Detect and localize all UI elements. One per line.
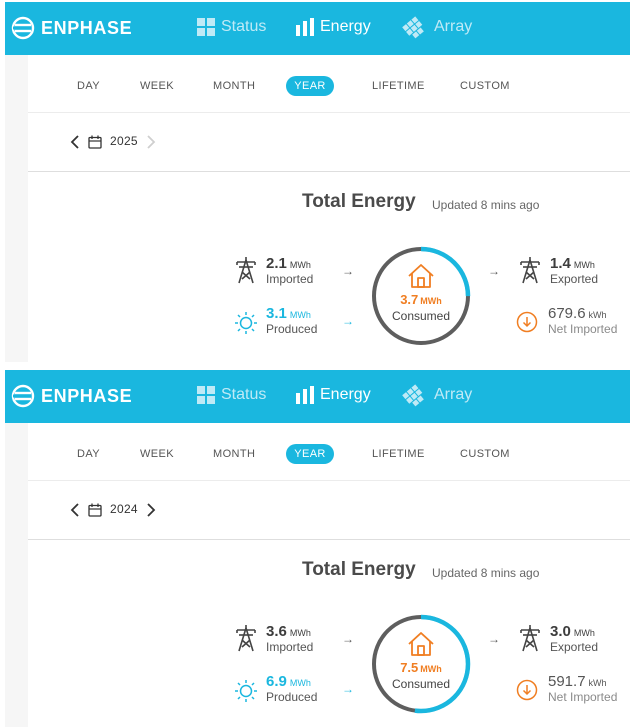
calendar-icon[interactable] — [88, 135, 102, 149]
tab-custom[interactable]: CUSTOM — [460, 448, 510, 460]
net-import-arrow-icon — [516, 311, 538, 333]
nav-status-label: Status — [221, 386, 267, 403]
exported-label: Exported — [550, 640, 599, 654]
nav-energy-label: Energy — [320, 18, 371, 35]
arrow-right-icon: → — [342, 632, 354, 646]
enphase-logo-icon — [11, 16, 35, 40]
tab-lifetime[interactable]: LIFETIME — [372, 448, 425, 460]
chevron-left-icon[interactable] — [68, 502, 82, 518]
imported-value: 3.6 MWh — [266, 623, 311, 640]
tab-year[interactable]: YEAR — [286, 444, 334, 464]
grid-tower-export-icon — [520, 257, 540, 284]
nav-energy[interactable]: Energy — [296, 15, 371, 39]
period-tabs: DAY WEEK MONTH YEAR LIFETIME CUSTOM — [28, 423, 630, 481]
sun-icon — [235, 680, 257, 702]
energy-panel-2025: ENPHASE Status Energy — [0, 0, 637, 362]
nav-array-label: Array — [434, 18, 473, 35]
consumed-value: 3.7 MWh — [400, 292, 442, 307]
sun-icon — [235, 312, 257, 334]
period-tabs: DAY WEEK MONTH YEAR LIFETIME CUSTOM — [28, 55, 630, 113]
tab-year[interactable]: YEAR — [286, 76, 334, 96]
net-imported-label: Net Imported — [548, 322, 618, 336]
chevron-right-icon[interactable] — [144, 134, 158, 150]
exported-label: Exported — [550, 272, 599, 286]
arrow-right-icon: → — [342, 264, 354, 278]
updated-timestamp: Updated 8 mins ago — [432, 566, 540, 580]
nav-array-label: Array — [434, 386, 473, 403]
imported-value: 2.1 MWh — [266, 255, 311, 272]
tab-day[interactable]: DAY — [77, 448, 101, 460]
tab-week[interactable]: WEEK — [140, 80, 174, 92]
date-navigator: 2024 — [28, 481, 630, 540]
grid-icon — [197, 18, 215, 36]
exported-value: 1.4 MWh — [550, 255, 595, 272]
nav-energy-label: Energy — [320, 386, 371, 403]
grid-tower-icon — [236, 257, 256, 284]
bar-chart-icon — [296, 386, 314, 404]
exported-value: 3.0 MWh — [550, 623, 595, 640]
nav-status-label: Status — [221, 18, 267, 35]
enphase-logo-icon — [11, 384, 35, 408]
tab-lifetime[interactable]: LIFETIME — [372, 80, 425, 92]
consumption-ring — [371, 614, 471, 714]
nav-energy[interactable]: Energy — [296, 383, 371, 407]
enphase-logo[interactable]: ENPHASE — [11, 16, 132, 40]
date-navigator: 2025 — [28, 113, 630, 172]
energy-panel-2024: ENPHASE Status Energy — [0, 368, 637, 727]
calendar-icon[interactable] — [88, 503, 102, 517]
solar-array-icon — [402, 16, 424, 39]
arrow-right-blue-icon: → — [342, 314, 354, 328]
tab-month[interactable]: MONTH — [213, 80, 256, 92]
house-icon — [408, 632, 434, 656]
enphase-logo[interactable]: ENPHASE — [11, 384, 132, 408]
net-imported-value: 591.7 kWh — [548, 673, 607, 690]
nav-status[interactable]: Status — [197, 383, 266, 407]
arrow-right-export-icon: → — [488, 632, 500, 646]
tab-week[interactable]: WEEK — [140, 448, 174, 460]
grid-icon — [197, 386, 215, 404]
selected-year: 2024 — [110, 502, 138, 516]
net-imported-label: Net Imported — [548, 690, 618, 704]
consumed-label: Consumed — [391, 309, 451, 323]
grid-tower-icon — [236, 625, 256, 652]
produced-value: 6.9 MWh — [266, 673, 311, 690]
nav-status[interactable]: Status — [197, 15, 266, 39]
nav-array[interactable]: Array — [402, 383, 472, 407]
net-import-arrow-icon — [516, 679, 538, 701]
consumed-value: 7.5 MWh — [400, 660, 442, 675]
brand-name: ENPHASE — [41, 17, 133, 38]
tab-day[interactable]: DAY — [77, 80, 101, 92]
net-imported-value: 679.6 kWh — [548, 305, 607, 322]
selected-year: 2025 — [110, 134, 138, 148]
solar-array-icon — [402, 384, 424, 407]
imported-label: Imported — [266, 272, 314, 286]
top-header: ENPHASE Status Energy — [5, 2, 630, 55]
arrow-right-blue-icon: → — [342, 682, 354, 696]
nav-array[interactable]: Array — [402, 15, 472, 39]
left-edge-strip — [5, 423, 28, 727]
total-energy-title: Total Energy — [302, 191, 416, 212]
chevron-right-icon[interactable] — [144, 502, 158, 518]
total-energy-title: Total Energy — [302, 559, 416, 580]
updated-timestamp: Updated 8 mins ago — [432, 198, 540, 212]
tab-month[interactable]: MONTH — [213, 448, 256, 460]
produced-value: 3.1 MWh — [266, 305, 311, 322]
consumed-label: Consumed — [391, 677, 451, 691]
arrow-right-export-icon: → — [488, 264, 500, 278]
brand-name: ENPHASE — [41, 385, 133, 406]
grid-tower-export-icon — [520, 625, 540, 652]
imported-label: Imported — [266, 640, 314, 654]
house-icon — [408, 264, 434, 288]
top-header: ENPHASE Status Energy — [5, 370, 630, 423]
chevron-left-icon[interactable] — [68, 134, 82, 150]
produced-label: Produced — [266, 322, 318, 336]
bar-chart-icon — [296, 18, 314, 36]
consumption-ring — [371, 246, 471, 346]
produced-label: Produced — [266, 690, 318, 704]
panel-gap — [0, 362, 637, 368]
left-edge-strip — [5, 55, 28, 362]
tab-custom[interactable]: CUSTOM — [460, 80, 510, 92]
